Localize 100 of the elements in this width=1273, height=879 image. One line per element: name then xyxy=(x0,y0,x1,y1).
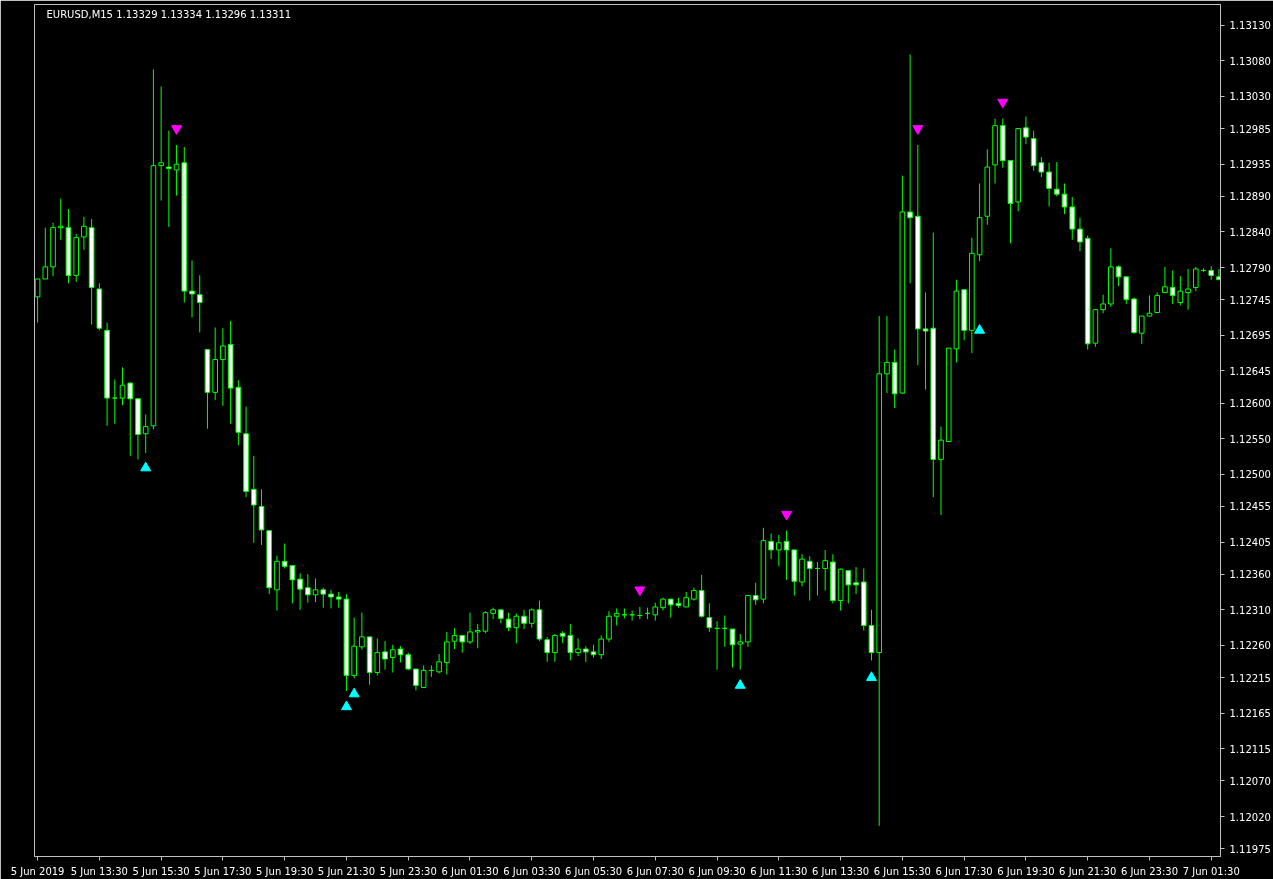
y-tick-label: 1.12600 xyxy=(1229,398,1271,410)
candlestick xyxy=(521,609,527,630)
candlestick xyxy=(1216,268,1221,281)
point xyxy=(340,700,352,711)
point xyxy=(781,510,793,521)
candlestick xyxy=(81,216,87,251)
chart-title: EURUSD,M15 1.13329 1.13334 1.13296 1.13311 xyxy=(46,8,292,20)
x-tick-label: 5 Jun 21:30 xyxy=(317,865,376,877)
point xyxy=(865,671,877,681)
y-tick-label: 1.12840 xyxy=(1229,226,1271,238)
y-tick-label: 1.12115 xyxy=(1229,743,1271,755)
candlestick xyxy=(907,53,913,284)
candlestick xyxy=(166,130,172,228)
candlestick xyxy=(552,633,558,663)
candlestick xyxy=(359,612,365,651)
candlestick xyxy=(413,668,419,691)
candlestick xyxy=(1077,217,1083,252)
candlestick xyxy=(490,607,496,620)
x-tick-label: 6 Jun 07:30 xyxy=(626,865,684,877)
candlestick xyxy=(444,631,450,676)
y-tick-label: 1.12935 xyxy=(1229,159,1271,171)
candlestick xyxy=(1100,294,1106,314)
candlestick xyxy=(1138,315,1145,345)
y-tick-label: 1.12020 xyxy=(1229,811,1271,823)
y-tick-label: 1.13030 xyxy=(1229,91,1271,103)
x-tick-label: 6 Jun 09:30 xyxy=(688,865,746,877)
x-tick-label: 6 Jun 21:30 xyxy=(1059,865,1117,877)
x-tick-label: 5 Jun 23:30 xyxy=(379,865,437,877)
y-tick-label: 1.13080 xyxy=(1229,55,1271,67)
y-tick-label: 1.12890 xyxy=(1229,191,1271,203)
x-tick-label: 6 Jun 05:30 xyxy=(564,865,623,877)
candlestick xyxy=(1046,162,1052,207)
candlestick xyxy=(884,315,890,394)
candlestick xyxy=(799,553,805,587)
point xyxy=(348,687,360,698)
candlestick xyxy=(328,589,334,609)
x-tick-label: 5 Jun 19:30 xyxy=(256,865,314,877)
candlestick xyxy=(420,664,427,689)
x-tick-label: 7 Jun 01:30 xyxy=(1182,865,1240,877)
candlestick xyxy=(1192,266,1199,292)
candlestick xyxy=(729,628,736,669)
candlestick xyxy=(220,327,226,407)
candlestick xyxy=(289,565,296,604)
candlestick xyxy=(189,259,195,318)
candlestick xyxy=(1185,268,1191,311)
candlestick xyxy=(258,488,265,546)
candlestick xyxy=(297,572,303,611)
candlestick xyxy=(119,366,126,406)
candlestick xyxy=(467,612,473,645)
candlestick xyxy=(382,640,388,671)
candlestick xyxy=(1115,264,1122,287)
x-tick-label: 6 Jun 11:30 xyxy=(750,865,808,877)
candlestick xyxy=(544,636,551,663)
candlestick xyxy=(737,633,744,671)
y-tick-label: 1.12985 xyxy=(1229,123,1271,135)
candlestick xyxy=(1023,115,1029,145)
x-tick-label: 5 Jun 2019 xyxy=(10,865,65,877)
candlestick xyxy=(1069,196,1076,241)
x-tick-label: 5 Jun 17:30 xyxy=(194,865,252,877)
x-tick-label: 6 Jun 15:30 xyxy=(873,865,931,877)
candlestick xyxy=(250,455,257,544)
y-tick-label: 1.12455 xyxy=(1229,501,1271,513)
candlestick xyxy=(853,566,859,595)
candlestick xyxy=(776,534,782,567)
candlestick xyxy=(528,607,535,629)
point xyxy=(997,98,1009,109)
x-tick-label: 6 Jun 23:30 xyxy=(1120,865,1179,877)
y-tick-label: 1.12550 xyxy=(1229,433,1271,445)
x-tick-label: 5 Jun 13:30 xyxy=(70,865,128,877)
candlestick xyxy=(196,274,203,333)
point xyxy=(171,125,183,135)
y-tick-label: 1.12695 xyxy=(1229,330,1271,342)
candlestick xyxy=(142,413,149,454)
candlestick xyxy=(575,637,581,657)
candlestick xyxy=(305,573,311,604)
y-tick-label: 1.12790 xyxy=(1229,262,1271,274)
candlestick xyxy=(783,530,790,581)
y-tick-label: 1.12215 xyxy=(1229,672,1271,684)
y-tick-label: 1.12360 xyxy=(1229,569,1271,581)
y-tick-label: 1.13130 xyxy=(1229,20,1271,32)
x-tick-label: 6 Jun 13:30 xyxy=(812,865,870,877)
point xyxy=(734,679,746,689)
candlestick xyxy=(1061,182,1068,215)
y-tick-label: 1.12645 xyxy=(1229,365,1271,377)
point xyxy=(974,324,986,334)
candlestick xyxy=(706,602,713,633)
candlestick xyxy=(158,85,164,202)
y-tick-label: 1.12405 xyxy=(1229,537,1271,549)
x-tick-label: 6 Jun 01:30 xyxy=(441,865,499,877)
candlestick xyxy=(42,227,49,280)
candlestick xyxy=(127,381,134,457)
point xyxy=(140,461,152,472)
y-tick-label: 1.12260 xyxy=(1229,640,1271,652)
candlestick xyxy=(281,543,288,569)
candlestick xyxy=(111,379,118,425)
y-tick-label: 1.12500 xyxy=(1229,469,1271,481)
x-tick-label: 6 Jun 03:30 xyxy=(503,865,561,877)
candlestick xyxy=(606,610,612,643)
candlestick xyxy=(1053,161,1060,197)
candlestick xyxy=(436,653,442,674)
